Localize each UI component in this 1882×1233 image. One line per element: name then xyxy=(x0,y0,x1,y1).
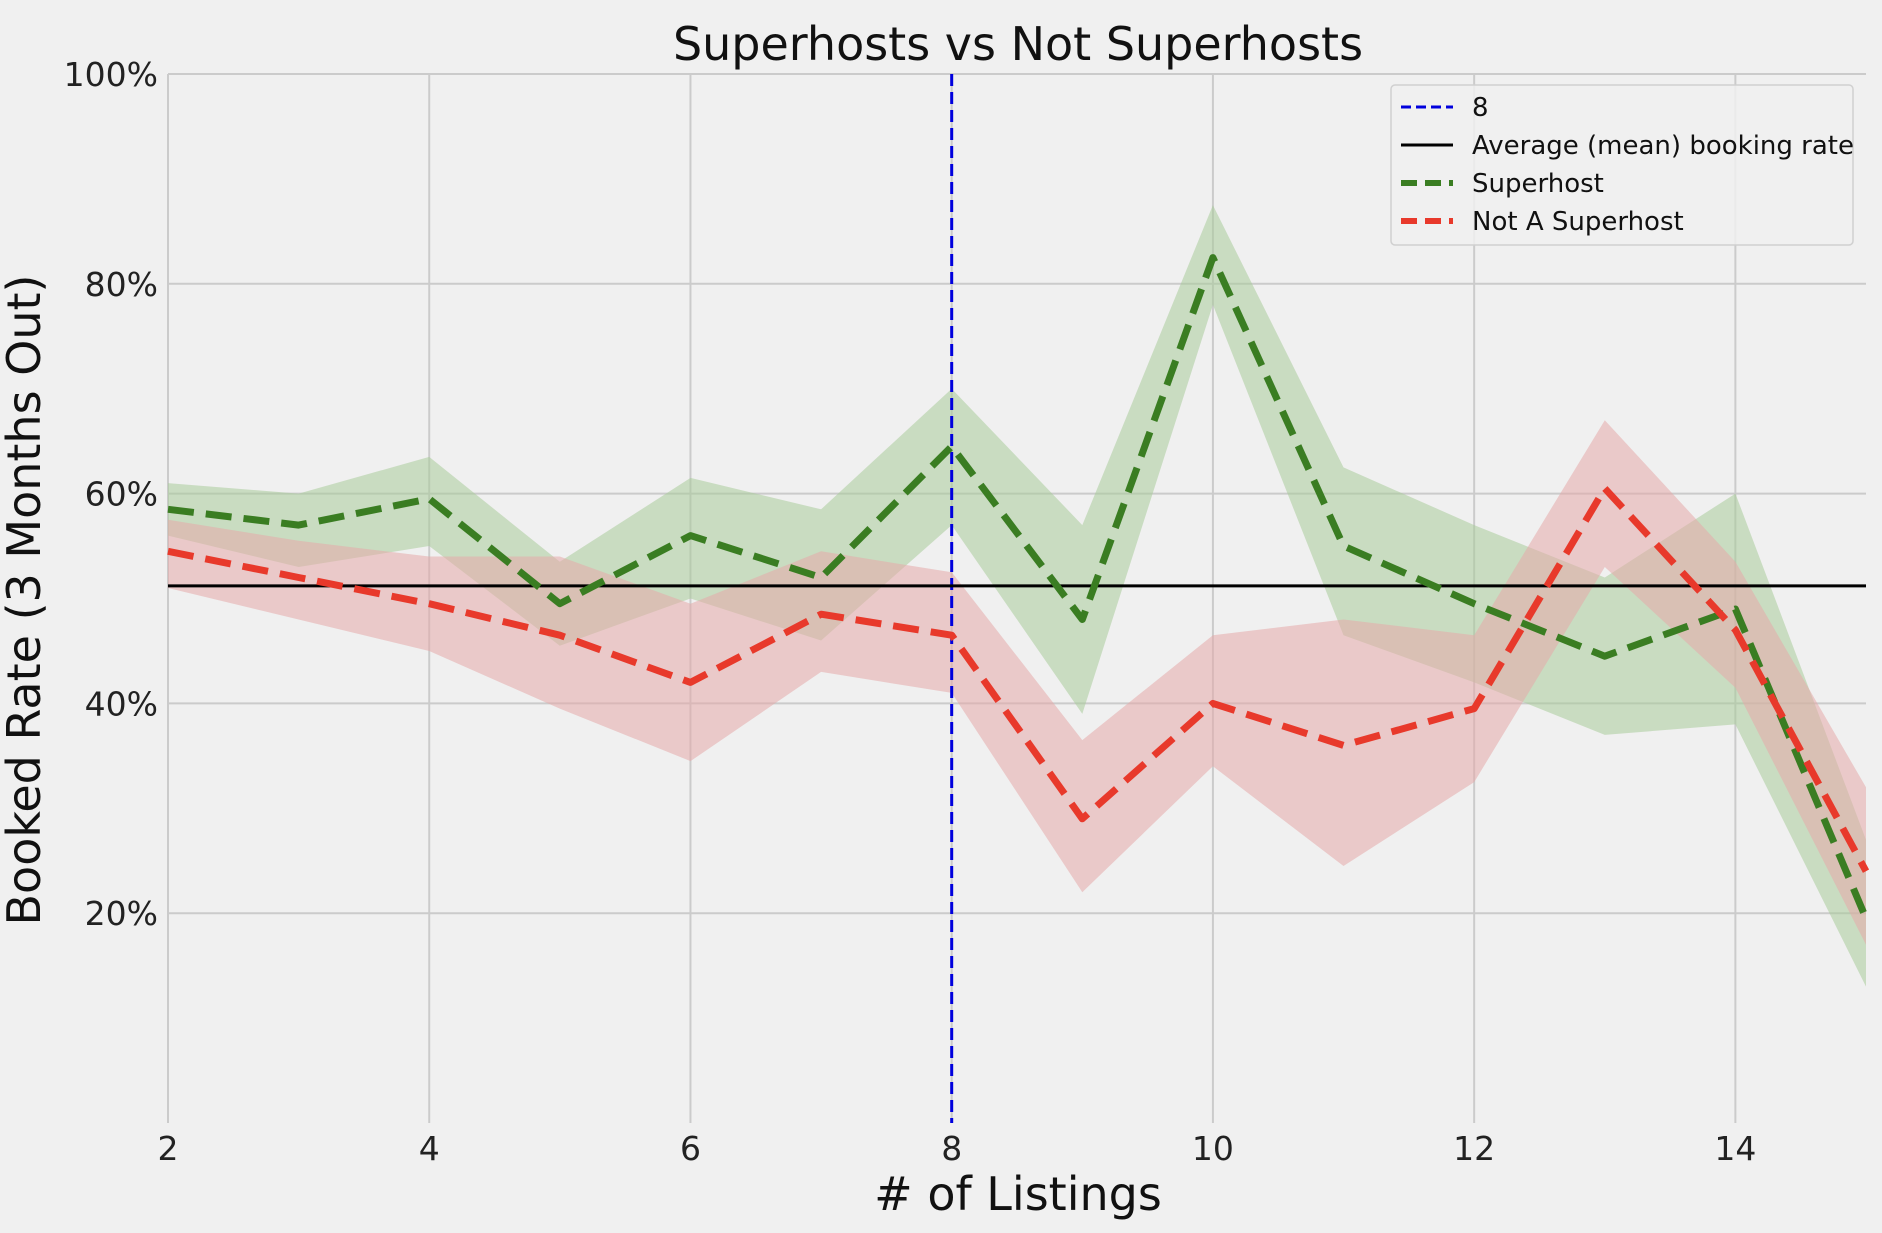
legend: 8 Average (mean) booking rate Superhost Not… xyxy=(1390,84,1854,246)
y-tick-label: 20% xyxy=(85,894,158,933)
legend-label: 8 xyxy=(1472,93,1489,123)
x-tick-label: 4 xyxy=(419,1129,440,1168)
legend-label: Not A Superhost xyxy=(1472,207,1684,237)
chart-title: Superhosts vs Not Superhosts xyxy=(673,17,1363,71)
y-axis-title: Booked Rate (3 Months Out) xyxy=(0,274,51,925)
reference-lines xyxy=(168,74,1866,1123)
x-axis-title: # of Listings xyxy=(874,1167,1162,1221)
series-lines xyxy=(167,254,1870,920)
confidence-bands xyxy=(168,205,1866,987)
tick-labels: 2 4 6 8 10 12 14 20% 40% 60% 80% 100% xyxy=(64,55,1757,1168)
confidence-band-superhost xyxy=(168,205,1866,987)
legend-box xyxy=(1390,84,1854,246)
x-tick-label: 14 xyxy=(1714,1129,1756,1168)
x-tick-label: 2 xyxy=(158,1129,179,1168)
y-tick-label: 60% xyxy=(85,475,158,514)
x-tick-label: 6 xyxy=(680,1129,701,1168)
y-tick-label: 100% xyxy=(64,55,158,94)
series-line-superhost xyxy=(167,254,1870,920)
y-tick-label: 40% xyxy=(85,684,158,723)
confidence-band-not-superhost xyxy=(168,420,1866,945)
x-tick-label: 12 xyxy=(1453,1129,1495,1168)
legend-label: Superhost xyxy=(1472,169,1604,199)
legend-label: Average (mean) booking rate xyxy=(1472,131,1854,161)
x-tick-label: 8 xyxy=(941,1129,962,1168)
series-line-not-superhost xyxy=(167,484,1870,873)
y-tick-label: 80% xyxy=(85,265,158,304)
x-tick-label: 10 xyxy=(1192,1129,1234,1168)
